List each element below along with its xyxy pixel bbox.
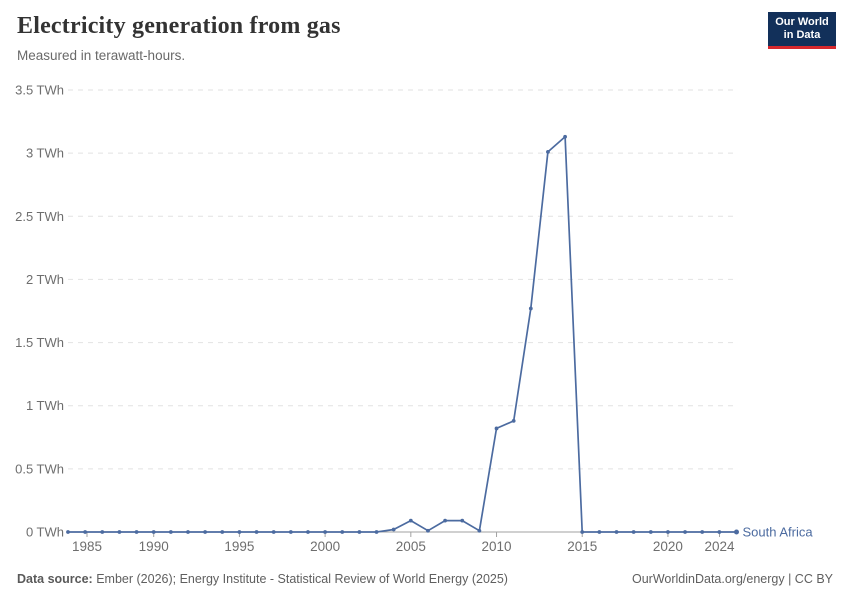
data-point[interactable] <box>220 530 225 534</box>
data-point[interactable] <box>254 530 259 534</box>
data-point[interactable] <box>391 527 396 532</box>
owid-logo-line2: in Data <box>783 29 821 41</box>
x-axis-label: 2024 <box>704 539 735 554</box>
data-point[interactable] <box>528 306 533 311</box>
data-point[interactable] <box>357 530 362 534</box>
y-axis-label: 2.5 TWh <box>15 209 64 224</box>
data-point[interactable] <box>288 530 293 534</box>
data-point[interactable] <box>117 530 122 534</box>
data-point[interactable] <box>614 530 619 534</box>
y-axis-label: 3.5 TWh <box>15 83 64 98</box>
data-point[interactable] <box>203 530 208 534</box>
data-point[interactable] <box>546 149 550 154</box>
data-point[interactable] <box>666 530 670 534</box>
y-axis-label: 1.5 TWh <box>15 335 64 350</box>
data-point[interactable] <box>306 530 310 534</box>
data-point[interactable] <box>408 518 413 523</box>
x-axis-label: 2000 <box>310 539 340 554</box>
chart-header: Electricity generation from gas Measured… <box>17 13 737 63</box>
y-axis-label: 0.5 TWh <box>15 461 64 476</box>
y-axis-label: 1 TWh <box>26 398 64 413</box>
data-point[interactable] <box>100 530 105 534</box>
data-point[interactable] <box>717 530 722 534</box>
x-axis-label: 1995 <box>224 539 254 554</box>
data-point[interactable] <box>168 530 173 534</box>
credit-link[interactable]: OurWorldinData.org/energy | CC BY <box>631 572 833 586</box>
data-point[interactable] <box>323 530 328 534</box>
series-label[interactable]: South Africa <box>743 525 814 540</box>
y-axis-label: 2 TWh <box>26 272 64 287</box>
x-axis-label: 1990 <box>139 539 169 554</box>
owid-logo-line1: Our World <box>775 16 829 28</box>
data-point[interactable] <box>477 528 482 533</box>
data-point[interactable] <box>134 530 139 534</box>
series-line-south-africa[interactable] <box>67 135 738 533</box>
data-point[interactable] <box>580 530 585 534</box>
data-point[interactable] <box>426 528 430 533</box>
y-axis-label: 0 TWh <box>26 525 64 540</box>
owid-logo[interactable]: Our World in Data <box>768 12 836 49</box>
page-title: Electricity generation from gas <box>17 13 341 39</box>
chart-footer: Data source: Ember (2026); Energy Instit… <box>17 572 833 586</box>
data-point[interactable] <box>66 530 70 534</box>
data-point[interactable] <box>374 530 379 534</box>
y-axis-label: 3 TWh <box>26 146 64 161</box>
data-point[interactable] <box>734 529 739 535</box>
data-point[interactable] <box>83 530 88 534</box>
data-point[interactable] <box>151 530 156 534</box>
data-point[interactable] <box>563 134 567 139</box>
data-point[interactable] <box>631 530 636 534</box>
x-axis-label: 2015 <box>567 539 597 554</box>
data-point[interactable] <box>271 530 276 534</box>
x-axis-label: 2010 <box>482 539 512 554</box>
data-source-text: Ember (2026); Energy Institute - Statist… <box>92 572 508 586</box>
data-point[interactable] <box>460 518 465 523</box>
data-point[interactable] <box>237 530 242 534</box>
data-point[interactable] <box>186 530 190 534</box>
chart-subtitle: Measured in terawatt-hours. <box>17 48 186 63</box>
data-source-label: Data source: <box>17 572 93 586</box>
x-axis-label: 2020 <box>653 539 683 554</box>
data-source: Data source: Ember (2026); Energy Instit… <box>17 572 508 586</box>
data-point[interactable] <box>648 530 653 534</box>
data-point[interactable] <box>494 426 499 431</box>
data-point[interactable] <box>511 418 516 423</box>
x-axis-label: 2005 <box>396 539 426 554</box>
x-axis-label: 1985 <box>72 539 102 554</box>
data-point[interactable] <box>683 530 687 534</box>
data-point[interactable] <box>597 530 602 534</box>
data-point[interactable] <box>443 518 448 523</box>
data-point[interactable] <box>340 530 345 534</box>
data-point[interactable] <box>700 530 705 534</box>
